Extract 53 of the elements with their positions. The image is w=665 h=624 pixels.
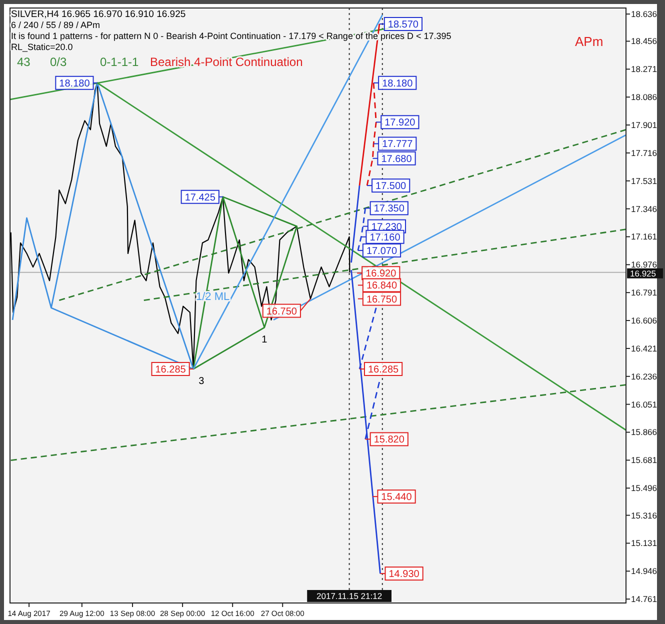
y-tick-label: 16.421	[631, 343, 658, 354]
y-tick-label: 18.456	[631, 36, 658, 46]
annotation: 14.930	[388, 569, 420, 580]
y-tick-label: 16.236	[631, 371, 658, 382]
y-tick-label: 17.346	[631, 204, 658, 214]
y-tick-label: 17.531	[631, 176, 658, 186]
y-tick-label: 14.946	[631, 566, 658, 576]
annotation: 17.777	[382, 139, 414, 150]
y-tick-label: 15.316	[631, 510, 658, 520]
text: 6 / 240 / 55 / 89 / APm	[11, 20, 100, 30]
y-tick-label: 18.271	[631, 64, 658, 74]
annotation: 17.230	[371, 222, 402, 233]
annotation: 16.285	[368, 364, 400, 376]
annotation: APm	[575, 34, 604, 49]
annotation: 18.180	[382, 78, 414, 90]
annotation: 17.350	[374, 204, 405, 215]
y-tick-label: 15.681	[631, 455, 658, 466]
y-tick-label: 15.866	[631, 427, 658, 438]
y-tick-label: 17.716	[631, 148, 658, 158]
annotation: 15.440	[381, 492, 412, 504]
y-tick-label: 15.496	[631, 483, 658, 494]
y-tick-label: 17.901	[631, 120, 658, 130]
y-tick-label: 18.636	[631, 9, 658, 20]
annotation: RL_Static=20.0	[11, 42, 73, 52]
annotation: 3	[198, 376, 205, 387]
ref-line-label: 2017.11.15 21:12	[316, 591, 382, 601]
annotation: 16.750	[266, 306, 298, 318]
y-tick-label: 15.131	[631, 538, 658, 548]
y-tick-label: 18.086	[631, 92, 658, 102]
annotation: 15.820	[374, 434, 405, 446]
annotation: 17.500	[376, 181, 407, 192]
annotation: 16.750	[366, 294, 398, 306]
annotation: 17.070	[366, 246, 398, 257]
ref-line-label: 16.925	[630, 268, 656, 278]
annotation: 0/3	[50, 55, 68, 69]
annotation: 0-1-1-1	[100, 55, 140, 69]
annotation: 16.285	[155, 364, 186, 376]
y-tick-label: 16.976	[631, 260, 658, 270]
annotation: 17.160	[370, 232, 401, 244]
y-tick-label: 16.791	[631, 288, 658, 298]
y-tick-label: 16.051	[631, 399, 658, 410]
annotation: 16.920	[366, 268, 397, 280]
chart-title: SILVER,H4 16.965 16.970 16.910 16.925	[11, 9, 186, 20]
annotation: 17.680	[381, 154, 412, 165]
annotation: 17.920	[384, 118, 416, 129]
y-tick-label: 14.761	[631, 594, 658, 604]
annotation: 17.425	[184, 192, 216, 204]
annotation: 1	[262, 334, 268, 346]
y-tick-label: 16.606	[631, 316, 658, 326]
annotation: 43	[17, 55, 31, 69]
annotation: 16.840	[366, 280, 398, 292]
annotation: 18.180	[59, 78, 90, 90]
y-tick-label: 17.161	[631, 232, 658, 242]
